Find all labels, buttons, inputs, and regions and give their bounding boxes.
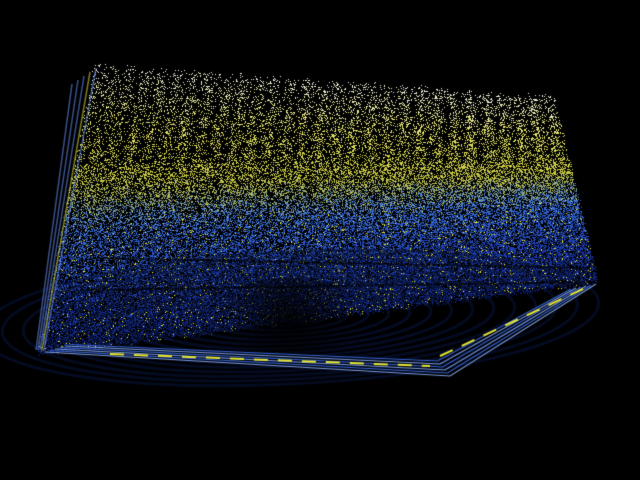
point-cloud-viewport[interactable]	[0, 0, 640, 480]
point-cloud-canvas[interactable]	[0, 0, 640, 480]
